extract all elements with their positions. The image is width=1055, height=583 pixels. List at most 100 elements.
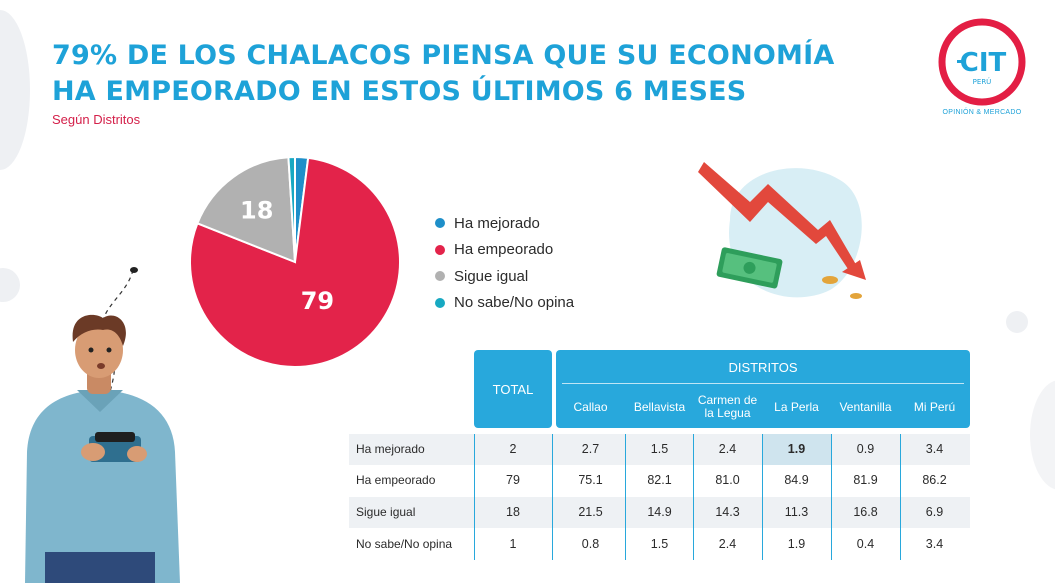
total-cell: 79: [506, 473, 520, 487]
arrow-head: [842, 260, 866, 280]
wallet-opening: [95, 432, 135, 442]
district-cell: 14.3: [715, 505, 740, 519]
falling-arrow-icon: [698, 162, 858, 272]
legend-dot: [435, 244, 445, 255]
district-cell: 81.9: [853, 473, 878, 487]
districts-header: DISTRITOS Callao Bellavista Carmen de la L…: [556, 350, 970, 428]
hair: [72, 314, 126, 346]
row-label: Ha empeorado: [356, 473, 436, 487]
fly-icon: [130, 267, 138, 273]
logo-tagline: OPINIÓN & MERCADO: [942, 109, 1022, 116]
falling-money-illustration: [698, 162, 866, 299]
row-label: Ha mejorado: [356, 442, 425, 456]
pie-data-label: 18: [240, 196, 273, 224]
page-title: 79% DE LOS CHALACOS PIENSA QUE SU ECONOM…: [52, 40, 835, 107]
district-column-header: Carmen de la Legua: [697, 393, 758, 420]
district-cell: 14.9: [647, 505, 672, 519]
pie-data-label: 79: [301, 287, 334, 315]
column-divider: [762, 434, 763, 560]
total-cell: 18: [506, 505, 520, 519]
district-column-header: Bellavista: [633, 399, 686, 414]
pie-slice-2: [196, 156, 297, 264]
pie-slice-3: [287, 155, 296, 263]
column-divider: [474, 434, 475, 560]
column-divider: [900, 434, 901, 560]
column-divider: [552, 434, 553, 560]
district-cell: 81.0: [715, 473, 740, 487]
background-decor-circle: [0, 10, 30, 170]
legend-item: Ha mejorado: [435, 210, 574, 237]
district-column-header: Ventanilla: [839, 399, 892, 414]
legend-dot: [435, 271, 445, 282]
coin-icon: [822, 276, 838, 284]
logo-country: PERÚ: [973, 77, 992, 86]
district-cell: 16.8: [853, 505, 878, 519]
district-cell: 3.4: [925, 442, 944, 456]
row-label: No sabe/No opina: [356, 537, 453, 551]
background-decor-circle: [1006, 311, 1028, 333]
district-cell: 6.9: [925, 505, 944, 519]
district-column-header: La Perla: [774, 399, 819, 414]
legend-dot: [435, 297, 445, 308]
district-cell: 3.4: [925, 537, 944, 551]
district-cell: 0.9: [856, 442, 875, 456]
eye: [88, 347, 94, 353]
pie-legend: Ha mejorado Ha empeorado Sigue igual No sab…: [435, 210, 574, 316]
page-subtitle: Según Distritos: [52, 112, 141, 127]
district-cell: 11.3: [784, 505, 809, 519]
district-cell: 82.1: [647, 473, 672, 487]
district-column-header: Callao: [573, 399, 608, 414]
sweater: [25, 390, 180, 583]
cash-bill-icon: [716, 247, 783, 289]
row-label: Sigue igual: [356, 505, 416, 519]
legend-label: No sabe/No opina: [454, 294, 575, 312]
district-cell: 84.9: [784, 473, 809, 487]
legend-item: No sabe/No opina: [435, 290, 574, 317]
background-decor-circle: [0, 268, 20, 302]
cit-logo: CIT PERÚ OPINIÓN & MERCADO: [936, 16, 1028, 120]
legend-label: Ha empeorado: [454, 241, 554, 259]
jeans: [45, 552, 155, 583]
eye: [106, 347, 112, 353]
total-column-header: TOTAL: [474, 350, 552, 428]
district-cell: 0.8: [581, 537, 600, 551]
logo-text: CIT: [960, 48, 1007, 78]
district-cell: 86.2: [922, 473, 947, 487]
district-cell: 1.5: [650, 537, 669, 551]
pie-chart: 79 18: [189, 155, 401, 368]
legend-item: Sigue igual: [435, 263, 574, 290]
table-row: [349, 434, 970, 465]
legend-item: Ha empeorado: [435, 237, 574, 264]
districts-header-title: DISTRITOS: [728, 360, 798, 375]
district-column-header: Mi Perú: [913, 399, 956, 414]
hand: [127, 446, 147, 462]
district-cell: 75.1: [578, 473, 603, 487]
legend-label: Ha mejorado: [454, 214, 540, 232]
face: [75, 322, 123, 378]
mouth: [97, 363, 105, 369]
district-cell: 1.9: [762, 434, 831, 465]
district-cell: 2.4: [718, 442, 737, 456]
total-cell: 2: [509, 442, 517, 456]
header-divider: [562, 383, 964, 384]
cit-logo-mark: CIT PERÚ: [938, 18, 1026, 106]
collar: [77, 390, 123, 412]
table-row: [349, 497, 970, 528]
arm: [35, 432, 101, 471]
column-divider: [831, 434, 832, 560]
hand: [81, 443, 105, 461]
district-cell: 2.4: [718, 537, 737, 551]
legend-dot: [435, 218, 445, 229]
coin-icon: [850, 293, 862, 299]
district-cell: 2.7: [581, 442, 600, 456]
district-cell: 0.4: [856, 537, 875, 551]
total-cell: 1: [509, 537, 517, 551]
worried-man-illustration: [25, 267, 180, 583]
column-divider: [693, 434, 694, 560]
legend-label: Sigue igual: [454, 267, 529, 285]
district-cell: 21.5: [578, 505, 603, 519]
district-cell: 1.5: [650, 442, 669, 456]
district-cell: 1.9: [787, 537, 806, 551]
column-divider: [625, 434, 626, 560]
